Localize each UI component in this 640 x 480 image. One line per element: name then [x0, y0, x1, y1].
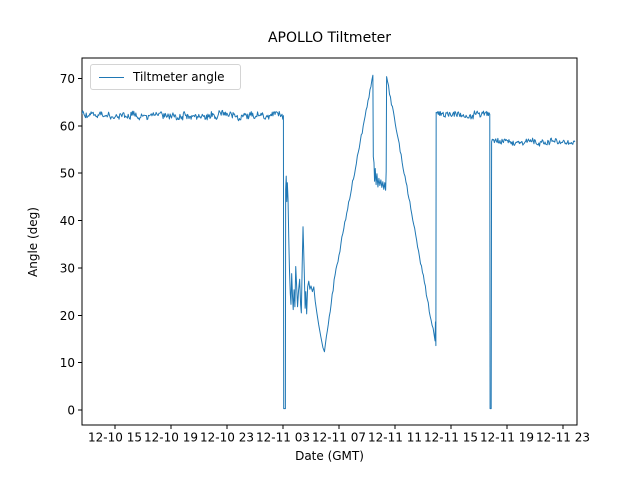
x-tick-label: 12-11 23 [536, 431, 590, 445]
y-axis-label: Angle (deg) [26, 207, 40, 277]
x-tick-label: 12-10 19 [144, 431, 198, 445]
x-tick-label: 12-11 07 [312, 431, 366, 445]
y-tick-label: 30 [60, 261, 75, 275]
x-tick-label: 12-11 03 [256, 431, 310, 445]
x-tick-label: 12-11 15 [424, 431, 478, 445]
y-tick-label: 20 [60, 309, 75, 323]
tiltmeter-line [82, 74, 576, 410]
x-tick-label: 12-11 19 [480, 431, 534, 445]
chart-title: APOLLO Tiltmeter [267, 30, 392, 46]
x-tick-label: 12-11 11 [368, 431, 422, 445]
legend: Tiltmeter angle [90, 64, 241, 90]
legend-line-sample [99, 76, 124, 78]
x-axis-label: Date (GMT) [295, 449, 364, 463]
y-tick-label: 60 [60, 119, 75, 133]
x-tick-label: 12-10 23 [200, 431, 254, 445]
y-tick-label: 50 [60, 167, 75, 181]
axes-spines [81, 57, 578, 426]
y-tick-label: 0 [67, 403, 75, 417]
y-tick-label: 40 [60, 214, 75, 228]
legend-label: Tiltmeter angle [133, 70, 225, 84]
y-tick-label: 70 [60, 72, 75, 86]
x-tick-label: 12-10 15 [88, 431, 142, 445]
y-tick-label: 10 [60, 356, 75, 370]
